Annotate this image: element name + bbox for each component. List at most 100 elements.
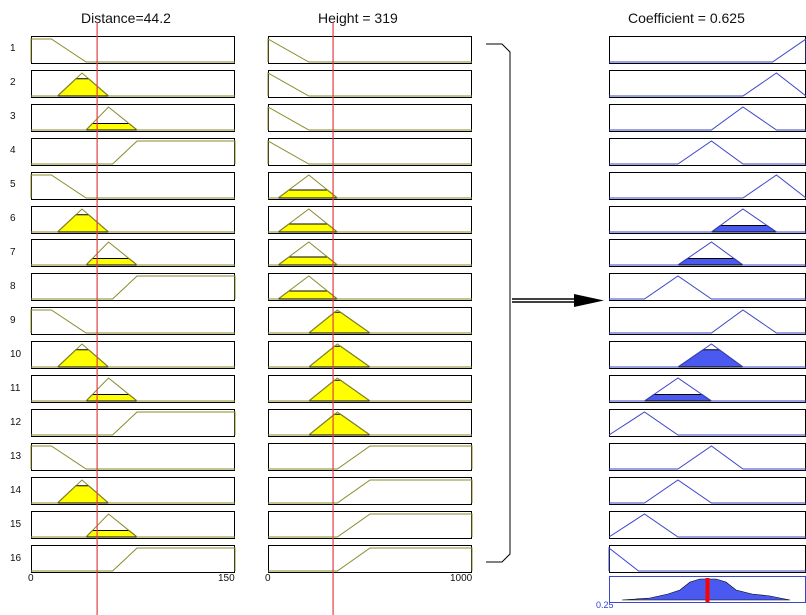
distance-activation-fill (84, 258, 139, 266)
distance-activation-fill (84, 394, 139, 402)
coefficient-mf-frame (609, 545, 806, 573)
distance-mf-frame (31, 409, 235, 437)
coefficient-membership-curve (609, 343, 806, 368)
rule-number: 7 (10, 247, 16, 258)
distance-membership-curve (31, 275, 236, 300)
coefficient-mf-frame (609, 172, 806, 200)
distance-membership-curve (30, 445, 235, 470)
height-mf-frame (268, 409, 472, 437)
coefficient-mf-frame (609, 511, 806, 539)
coefficient-mf-frame (609, 104, 806, 132)
height-membership-curve (268, 513, 473, 538)
distance-activation-fill (84, 123, 139, 131)
height-membership-curve (267, 140, 472, 165)
rule-number: 8 (10, 281, 16, 292)
coefficient-membership-curve (609, 309, 806, 334)
height-membership-curve (267, 38, 472, 63)
implication-arrow-head (574, 294, 604, 307)
height-mf-frame (268, 375, 472, 403)
rule-number: 14 (10, 485, 22, 496)
rule-number: 16 (10, 553, 22, 564)
height-membership-curve (268, 343, 472, 368)
coefficient-mf-frame (609, 307, 806, 335)
rule-number: 1 (10, 43, 16, 54)
coefficient-activation-fill (676, 258, 745, 266)
distance-membership-curve (31, 208, 235, 233)
coefficient-membership-curve (609, 72, 806, 97)
coefficient-mf-frame (609, 70, 806, 98)
distance-membership-curve (31, 377, 235, 402)
coefficient-mf-frame (609, 409, 806, 437)
distance-mf-frame (31, 443, 235, 471)
height-axis-max: 1000 (450, 573, 473, 584)
distance-membership-curve (30, 38, 235, 63)
height-axis-min: 0 (265, 573, 271, 584)
coefficient-membership-curve (609, 445, 806, 470)
height-membership-curve (268, 411, 472, 436)
height-membership-curve (268, 479, 473, 504)
coefficient-activation-fill (709, 225, 779, 233)
height-mf-frame (268, 477, 472, 505)
distance-axis-max: 150 (218, 573, 235, 584)
height-membership-curve (268, 275, 472, 300)
rule-number: 3 (10, 111, 16, 122)
height-membership-curve (268, 208, 472, 233)
distance-mf-frame (31, 138, 235, 166)
height-mf-frame (268, 104, 472, 132)
coefficient-membership-curve (609, 377, 806, 402)
distance-membership-curve (31, 106, 235, 131)
distance-membership-curve (31, 479, 235, 504)
height-mf-frame (268, 341, 472, 369)
distance-membership-curve (31, 513, 235, 538)
height-title: Height = 319 (318, 10, 398, 26)
height-mf-frame (268, 443, 472, 471)
coefficient-membership-curve (608, 513, 806, 538)
height-mf-frame (268, 70, 472, 98)
coefficient-mf-frame (609, 443, 806, 471)
rule-number: 4 (10, 145, 16, 156)
coefficient-membership-curve (609, 140, 806, 165)
distance-activation-fill (84, 530, 139, 538)
distance-membership-curve (31, 411, 236, 436)
height-mf-frame (268, 307, 472, 335)
coefficient-membership-curve (608, 411, 806, 436)
height-membership-curve (267, 72, 472, 97)
coefficient-membership-curve (609, 275, 806, 300)
coefficient-membership-curve (609, 208, 806, 233)
distance-axis-min: 0 (28, 573, 34, 584)
height-membership-curve (268, 309, 472, 334)
rule-number: 6 (10, 213, 16, 224)
height-mf-frame (268, 36, 472, 64)
distance-membership-curve (31, 241, 235, 266)
rule-number: 15 (10, 519, 22, 530)
distance-title: Distance=44.2 (81, 10, 171, 26)
rule-number: 13 (10, 451, 22, 462)
rule-number: 12 (10, 417, 22, 428)
height-membership-curve (268, 241, 472, 266)
coefficient-axis-min: 0.25 (596, 600, 614, 610)
distance-mf-frame (31, 172, 235, 200)
distance-membership-curve (31, 343, 235, 368)
height-membership-curve (268, 445, 473, 470)
distance-membership-curve (31, 72, 235, 97)
rule-aggregation-bracket (486, 43, 511, 563)
height-membership-curve (268, 377, 472, 402)
distance-membership-curve (31, 547, 236, 572)
distance-mf-frame (31, 36, 235, 64)
rule-number: 11 (10, 383, 21, 394)
height-mf-frame (268, 545, 472, 573)
rule-number: 9 (10, 315, 16, 326)
height-membership-curve (268, 547, 473, 572)
coefficient-membership-curve (609, 241, 806, 266)
rule-number: 10 (10, 349, 22, 360)
coefficient-title: Coefficient = 0.625 (628, 10, 745, 26)
coefficient-mf-frame (609, 138, 806, 166)
distance-mf-frame (31, 273, 235, 301)
distance-membership-curve (31, 140, 236, 165)
distance-mf-frame (31, 307, 235, 335)
height-mf-frame (268, 138, 472, 166)
coefficient-membership-curve (609, 106, 806, 131)
coefficient-membership-curve (609, 479, 806, 504)
coefficient-mf-frame (609, 206, 806, 234)
